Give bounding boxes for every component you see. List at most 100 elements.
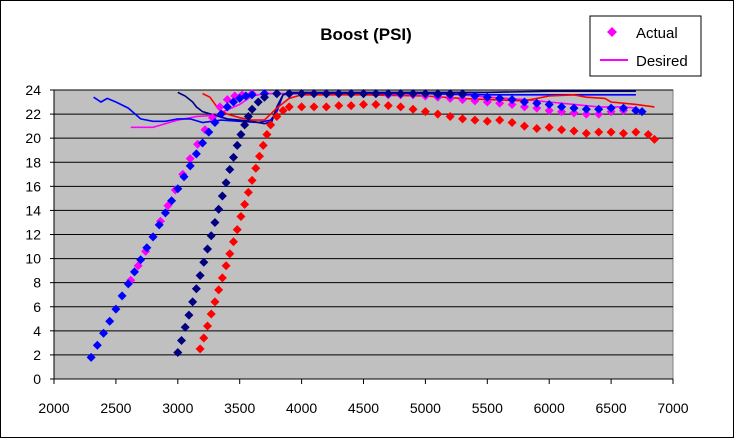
data-point	[225, 164, 235, 174]
data-point	[199, 333, 209, 343]
data-point	[408, 104, 418, 114]
data-point	[581, 109, 591, 119]
data-point	[225, 249, 235, 259]
data-point	[129, 267, 139, 277]
data-point	[346, 89, 356, 99]
data-point	[177, 335, 187, 345]
data-point	[594, 104, 604, 114]
data-point	[371, 99, 381, 109]
data-point	[206, 231, 216, 241]
y-tick-label: 10	[25, 251, 41, 267]
x-tick-label: 2500	[100, 400, 131, 416]
data-point	[173, 348, 183, 358]
x-tick-label: 4000	[286, 400, 317, 416]
data-point	[383, 89, 393, 99]
chart-title: Boost (PSI)	[320, 25, 412, 44]
data-point	[569, 108, 579, 118]
y-tick-label: 14	[25, 202, 41, 218]
x-tick-label: 5000	[410, 400, 441, 416]
data-point	[532, 98, 542, 108]
data-point	[606, 103, 616, 113]
x-tick-label: 3000	[162, 400, 193, 416]
data-point	[594, 109, 604, 119]
data-point	[243, 187, 253, 197]
data-point	[123, 279, 133, 289]
x-tick-label: 3500	[224, 400, 255, 416]
data-point	[433, 109, 443, 119]
data-point	[458, 89, 468, 99]
data-point	[470, 115, 480, 125]
data-point	[359, 89, 368, 99]
data-point	[173, 184, 183, 194]
y-tick-label: 6	[33, 299, 41, 315]
data-point	[240, 120, 250, 130]
data-point	[111, 304, 121, 314]
y-tick-label: 22	[25, 106, 41, 122]
data-point	[532, 103, 542, 113]
y-tick-label: 0	[33, 371, 41, 387]
data-point	[420, 89, 430, 99]
y-tick-label: 24	[25, 82, 41, 98]
data-point	[241, 91, 251, 101]
data-point	[180, 322, 190, 332]
data-point	[637, 107, 647, 117]
data-point	[154, 220, 164, 230]
data-point	[519, 121, 529, 131]
data-point	[482, 97, 492, 107]
data-point	[631, 105, 641, 115]
data-point	[240, 199, 250, 209]
data-point	[470, 96, 480, 106]
data-point	[243, 111, 253, 121]
data-point	[236, 211, 246, 221]
data-point	[507, 99, 517, 109]
y-tick-label: 12	[25, 227, 41, 243]
data-point	[229, 152, 239, 162]
legend-box	[589, 15, 702, 77]
data-point	[214, 204, 224, 214]
data-point	[532, 124, 542, 134]
data-point	[272, 111, 282, 121]
data-point	[445, 89, 455, 99]
data-point	[210, 297, 220, 307]
data-point	[334, 101, 344, 111]
data-point	[544, 105, 554, 115]
data-point	[142, 243, 152, 253]
data-point	[420, 107, 430, 117]
data-point	[581, 104, 591, 114]
data-point	[346, 101, 356, 111]
data-point	[191, 149, 201, 159]
desired-line-3	[202, 92, 655, 121]
data-point	[606, 127, 616, 137]
data-point	[236, 130, 246, 140]
data-point	[458, 114, 468, 124]
data-point	[519, 102, 529, 112]
data-point	[334, 89, 344, 99]
legend-actual-label: Actual	[636, 25, 678, 42]
data-point	[232, 140, 242, 150]
data-point	[203, 321, 213, 331]
data-point	[188, 297, 198, 307]
data-point	[581, 128, 591, 138]
data-point	[495, 98, 505, 108]
data-point	[148, 232, 158, 242]
actual-points	[86, 89, 659, 362]
data-point	[557, 107, 567, 117]
data-point	[99, 328, 109, 338]
data-point	[495, 115, 505, 125]
x-tick-label: 6000	[534, 400, 565, 416]
data-point	[215, 102, 225, 112]
data-point	[232, 225, 242, 235]
data-point	[433, 89, 443, 99]
data-point	[86, 352, 96, 362]
data-point	[321, 89, 331, 99]
data-point	[195, 344, 205, 354]
data-point	[544, 122, 554, 132]
data-point	[321, 102, 331, 112]
data-point	[569, 103, 579, 113]
legend-diamond-marker	[607, 27, 617, 37]
data-point	[203, 244, 213, 254]
x-tick-label: 5500	[472, 400, 503, 416]
data-point	[185, 154, 195, 164]
data-point	[507, 118, 517, 128]
